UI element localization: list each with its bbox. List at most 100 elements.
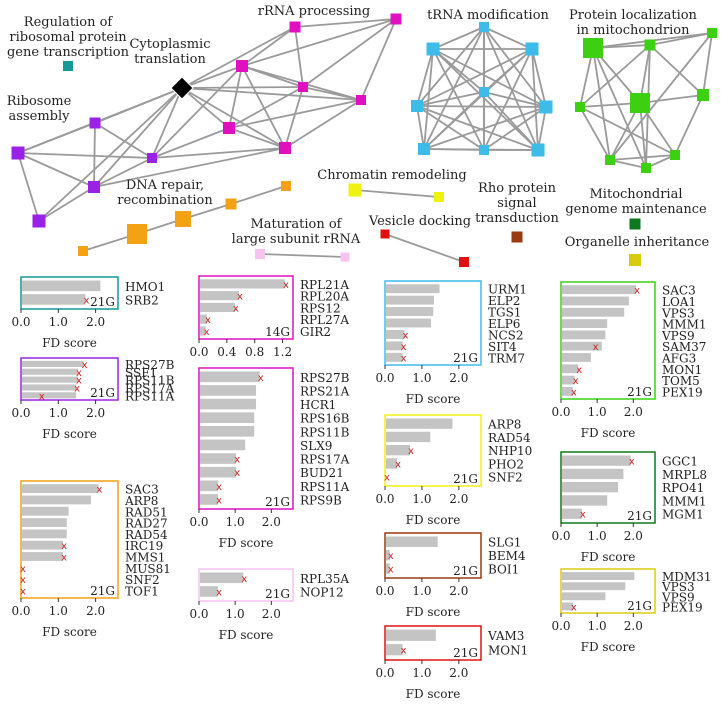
network-edge bbox=[93, 147, 286, 188]
gene-count: 21G bbox=[627, 509, 652, 523]
fd-mark-MUS81: x bbox=[20, 564, 26, 575]
axis-tick-label: 0.0 bbox=[375, 584, 394, 598]
network-node-trna bbox=[426, 42, 440, 56]
network-edge bbox=[17, 122, 96, 154]
network-edge bbox=[432, 48, 485, 151]
network-edge bbox=[181, 87, 230, 129]
network-edge bbox=[423, 91, 485, 150]
network-node-dna bbox=[78, 246, 88, 256]
fd-bar-RPS27B bbox=[200, 371, 260, 383]
cluster-label-reg: Regulation of ribosomal protein gene trans… bbox=[7, 15, 130, 60]
axis-tick-label: 1.2 bbox=[273, 345, 292, 359]
fd-mark-SAM37: x bbox=[593, 342, 599, 353]
gene-label-ARP8: ARP8 bbox=[124, 494, 158, 508]
axis-tick-label: 0.0 bbox=[551, 529, 570, 543]
axis-title: FD score bbox=[219, 628, 274, 642]
axis-tick-label: 2.0 bbox=[262, 515, 281, 529]
network-edge bbox=[151, 87, 183, 159]
network-edge bbox=[294, 26, 304, 88]
network-node-chrom bbox=[434, 192, 444, 202]
network-node-ribo bbox=[32, 214, 46, 228]
network-node-rrna bbox=[390, 13, 402, 25]
network-edge bbox=[228, 86, 304, 129]
gene-label-VPS9: VPS9 bbox=[661, 590, 695, 604]
network-edge bbox=[294, 18, 397, 28]
network-edge bbox=[592, 47, 647, 169]
network-edge bbox=[228, 127, 286, 149]
network-node-ribo bbox=[88, 181, 100, 193]
gene-label-RPS17A: RPS17A bbox=[300, 453, 350, 467]
network-edge bbox=[284, 99, 362, 149]
network-node-trna bbox=[411, 100, 423, 112]
fd-mark-RPL35A: x bbox=[241, 574, 247, 585]
gene-label-TGS1: TGS1 bbox=[488, 306, 521, 320]
network-node-vesi bbox=[459, 257, 469, 267]
fd-bar-RAD54 bbox=[386, 431, 431, 443]
fd-mark-MON1: x bbox=[401, 646, 407, 657]
network-node-trna bbox=[479, 22, 489, 32]
network-node-dna bbox=[175, 211, 191, 227]
fd-mark-SNF2: x bbox=[384, 473, 390, 484]
fd-mark-NOP12: x bbox=[216, 587, 222, 598]
gene-label-RPL35A: RPL35A bbox=[300, 572, 349, 586]
gene-label-BUD21: BUD21 bbox=[300, 466, 344, 480]
fd-bar-ELP2 bbox=[386, 295, 434, 305]
network-edge bbox=[360, 18, 397, 101]
axis-tick-label: 2.0 bbox=[624, 405, 643, 419]
fd-bar-RPS12 bbox=[200, 302, 235, 313]
axis-tick-label: 0.0 bbox=[11, 604, 30, 618]
gene-label-TOF1: TOF1 bbox=[125, 584, 159, 598]
axis-title: FD score bbox=[42, 427, 97, 441]
gene-label-RPL20A: RPL20A bbox=[300, 290, 349, 304]
fd-bar-MON1 bbox=[562, 364, 579, 374]
axis-title: FD score bbox=[581, 640, 636, 654]
gene-label-URM1: URM1 bbox=[488, 283, 527, 297]
fd-mark-MMS1: x bbox=[61, 552, 67, 563]
network-edge bbox=[17, 152, 40, 222]
network-node-rho bbox=[511, 231, 523, 243]
cluster-labels: Regulation of ribosomal protein gene trans… bbox=[7, 4, 710, 250]
fd-bar-BUD21 bbox=[200, 466, 237, 478]
fd-bar-SLX9 bbox=[200, 439, 246, 451]
network-edge bbox=[93, 87, 183, 188]
gene-label-RAD54: RAD54 bbox=[125, 528, 168, 542]
fd-bar-RPL20A bbox=[200, 291, 239, 301]
gene-label-RPS9B: RPS9B bbox=[300, 493, 342, 507]
fd-panel-p4: x RPL21A x RPL20A x RPS12 x RPL27A x GIR2 14G 0.0 0.… bbox=[189, 275, 349, 380]
fd-bar-BOI1 bbox=[386, 563, 390, 574]
axis-title: FD score bbox=[42, 336, 97, 350]
network-edge bbox=[609, 159, 647, 169]
network-node-trna bbox=[479, 87, 489, 97]
fd-mark-TOM5: x bbox=[573, 376, 579, 387]
gene-label-LOA1: LOA1 bbox=[662, 295, 696, 309]
network-node-trna bbox=[531, 143, 545, 157]
gene-count: 21G bbox=[453, 564, 478, 578]
gene-label-RPS11A: RPS11A bbox=[300, 480, 350, 494]
fd-panel-p2: x RPS27B x SSF1 x RPS11B x RPS17A x RPS11A 21G 0.0 1… bbox=[11, 357, 175, 441]
network-node-trna bbox=[525, 42, 539, 56]
network-edge bbox=[302, 86, 362, 101]
network-edge bbox=[579, 106, 611, 161]
fd-mark-MGM1: x bbox=[580, 510, 586, 521]
gene-count: 21G bbox=[453, 646, 478, 660]
gene-label-GGC1: GGC1 bbox=[662, 455, 698, 469]
fd-bar-SIT4 bbox=[386, 341, 403, 351]
network-edge bbox=[181, 26, 296, 89]
gene-label-SIT4: SIT4 bbox=[488, 340, 517, 354]
axis-tick-label: 2.0 bbox=[449, 371, 468, 385]
fd-mark-MON1: x bbox=[576, 365, 582, 376]
network-edge bbox=[38, 87, 183, 222]
fd-bar-LOA1 bbox=[562, 296, 629, 306]
gene-label-ARP8: ARP8 bbox=[487, 418, 521, 432]
axis-tick-label: 1.0 bbox=[412, 371, 431, 385]
fd-bar-RAD54 bbox=[22, 529, 67, 539]
network-edge bbox=[537, 106, 547, 151]
gene-label-RPS27B: RPS27B bbox=[125, 358, 175, 372]
axis-tick-label: 2.0 bbox=[86, 406, 105, 420]
cluster-label-mito: Mitochondrial genome maintenance bbox=[565, 187, 707, 217]
gene-label-VPS9: VPS9 bbox=[661, 329, 695, 343]
cluster-label-orga: Organelle inheritance bbox=[565, 235, 710, 250]
axis-title: FD score bbox=[406, 513, 461, 527]
network-edge bbox=[151, 65, 243, 159]
